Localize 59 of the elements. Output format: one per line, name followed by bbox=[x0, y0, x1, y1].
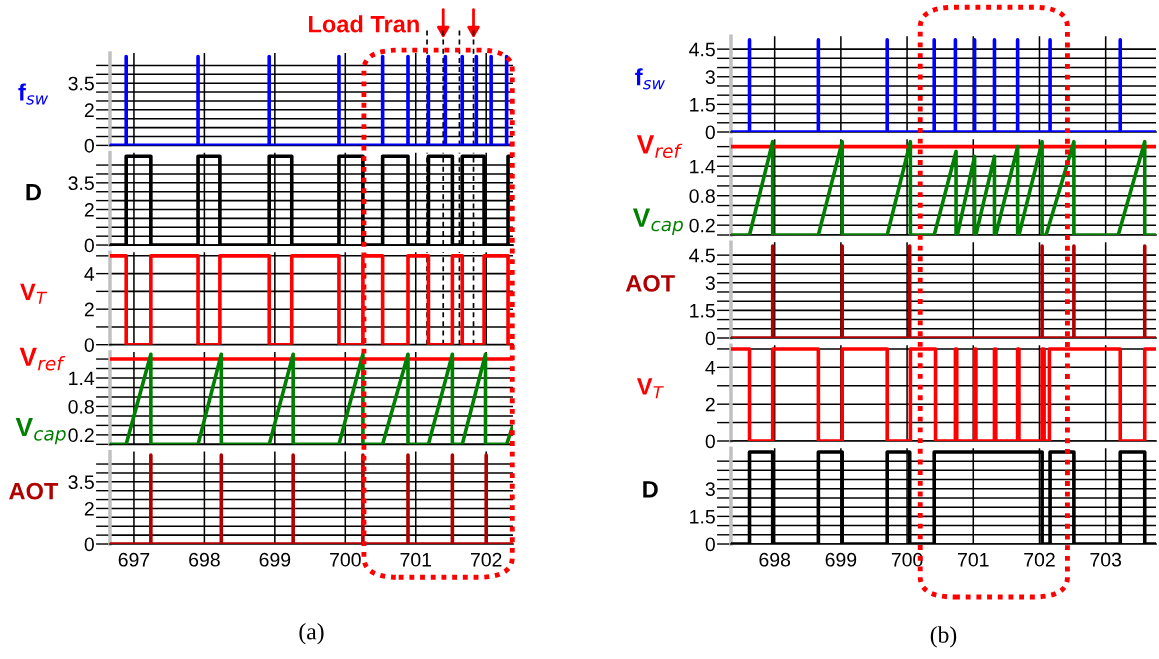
y-tick-label: 3 bbox=[705, 482, 715, 496]
y-tick-label: 3.5 bbox=[68, 176, 94, 191]
y-tick-label: 0 bbox=[84, 238, 94, 253]
x-tick-label: 703 bbox=[1090, 552, 1122, 567]
y-tick-label: 3 bbox=[705, 70, 715, 84]
y-tick-label: 0 bbox=[705, 434, 715, 449]
y-tick-label: 0 bbox=[84, 338, 94, 352]
y-tick-label: 3 bbox=[705, 276, 715, 290]
text: AOT bbox=[9, 482, 59, 500]
y-tick-label: 4 bbox=[84, 267, 95, 281]
x-tick-label: 700 bbox=[891, 552, 923, 567]
text: D bbox=[643, 481, 658, 498]
text: (b) bbox=[930, 626, 957, 648]
y-tick-label: 0 bbox=[84, 138, 94, 153]
text: f$_{sw}$ bbox=[18, 83, 49, 105]
x-tick-label: 701 bbox=[400, 552, 432, 567]
x-tick-label: 697 bbox=[118, 552, 150, 567]
y-tick-label: 0.8 bbox=[689, 189, 715, 203]
text: (a) bbox=[299, 622, 324, 645]
y-tick-label: 2 bbox=[705, 397, 715, 412]
y-tick-label: 1.4 bbox=[690, 159, 716, 174]
series-label: V$_{cap}$ bbox=[15, 417, 66, 445]
y-tick-label: 3.5 bbox=[68, 76, 94, 91]
y-tick-label: 1.5 bbox=[690, 510, 715, 524]
x-tick-label: 698 bbox=[189, 552, 220, 567]
y-tick-label: 0 bbox=[705, 125, 715, 140]
text: AOT bbox=[625, 274, 675, 292]
text: V$_{T}$ bbox=[636, 378, 664, 399]
x-tick-label: 702 bbox=[1024, 552, 1055, 567]
y-tick-label: 3.5 bbox=[68, 475, 94, 490]
y-tick-label: 4 bbox=[705, 361, 716, 375]
y-tick-label: 4.5 bbox=[689, 42, 715, 57]
series-label: V$_{cap}$ bbox=[632, 208, 683, 235]
series-label: V$_{ref}$ bbox=[19, 347, 66, 371]
x-tick-label: 699 bbox=[825, 552, 857, 567]
y-tick-label: 0.8 bbox=[68, 399, 94, 414]
y-tick-label: 1.5 bbox=[690, 98, 715, 112]
y-tick-label: 0.2 bbox=[68, 428, 94, 443]
text: D bbox=[26, 184, 41, 201]
y-tick-label: 0.2 bbox=[689, 218, 715, 233]
x-tick-label: 701 bbox=[958, 552, 989, 567]
y-tick-label: 0 bbox=[705, 537, 715, 552]
text: f$_{sw}$ bbox=[635, 68, 665, 90]
x-tick-label: 698 bbox=[759, 552, 791, 567]
text: V$_{T}$ bbox=[20, 283, 48, 304]
y-tick-label: 2 bbox=[84, 103, 94, 117]
y-tick-label: 2 bbox=[84, 202, 94, 217]
y-tick-label: 0 bbox=[705, 331, 715, 346]
y-tick-label: 0 bbox=[84, 537, 94, 552]
series-label: V$_{ref}$ bbox=[636, 135, 683, 158]
y-tick-label: 1.5 bbox=[690, 304, 715, 318]
x-tick-label: 702 bbox=[470, 552, 502, 567]
x-tick-label: 700 bbox=[330, 552, 361, 567]
y-tick-label: 2 bbox=[84, 501, 94, 516]
y-tick-label: 2 bbox=[84, 302, 94, 317]
text: Load Tran bbox=[309, 15, 419, 33]
y-tick-label: 4.5 bbox=[689, 248, 715, 263]
x-tick-label: 699 bbox=[259, 552, 291, 567]
y-tick-label: 1.4 bbox=[69, 371, 95, 386]
